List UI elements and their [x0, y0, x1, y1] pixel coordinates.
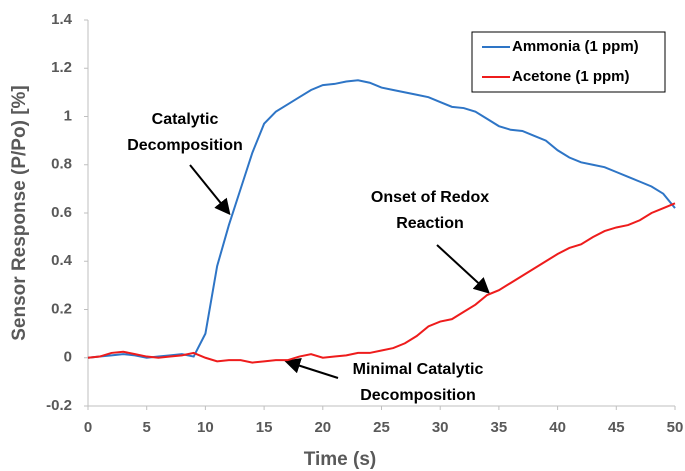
annotation: Reaction: [396, 215, 464, 232]
y-tick-label: -0.2: [46, 397, 72, 414]
annotation: Onset of Redox: [371, 189, 489, 206]
x-axis-title: Time (s): [304, 449, 377, 470]
y-tick-label: 0.6: [51, 204, 72, 221]
arrow: [189, 164, 231, 216]
y-tick-label: 1: [64, 107, 72, 124]
y-tick-label: 1.2: [51, 59, 72, 76]
y-tick-label: 0: [64, 349, 72, 366]
annotation: Minimal Catalytic: [353, 361, 484, 378]
y-axis-title: Sensor Response (P/Po) [%]: [9, 85, 30, 341]
x-tick-label: 10: [197, 419, 214, 436]
x-tick-label: 25: [373, 419, 390, 436]
x-tick-label: 30: [432, 419, 449, 436]
y-tick-label: 0.2: [51, 300, 72, 317]
legend: [471, 31, 666, 93]
x-tick-label: 50: [667, 419, 684, 436]
x-tick-label: 20: [314, 419, 331, 436]
data-line: [87, 202, 676, 364]
legend-label: Ammonia (1 ppm): [512, 38, 639, 55]
x-tick-label: 45: [608, 419, 625, 436]
annotation: Catalytic: [152, 111, 219, 128]
x-tick-label: 5: [143, 419, 151, 436]
arrow: [284, 358, 339, 379]
y-tick-label: 0.4: [51, 252, 73, 269]
x-tick-label: 0: [84, 419, 92, 436]
y-tick-label: 0.8: [51, 156, 72, 173]
y-tick-label: 1.4: [51, 11, 73, 28]
x-tick-label: 15: [256, 419, 273, 436]
x-tick-label: 40: [549, 419, 566, 436]
annotation: Decomposition: [360, 387, 476, 404]
arrow: [436, 244, 490, 294]
annotation: Decomposition: [127, 137, 243, 154]
legend-label: Acetone (1 ppm): [512, 68, 630, 85]
x-tick-label: 35: [491, 419, 508, 436]
